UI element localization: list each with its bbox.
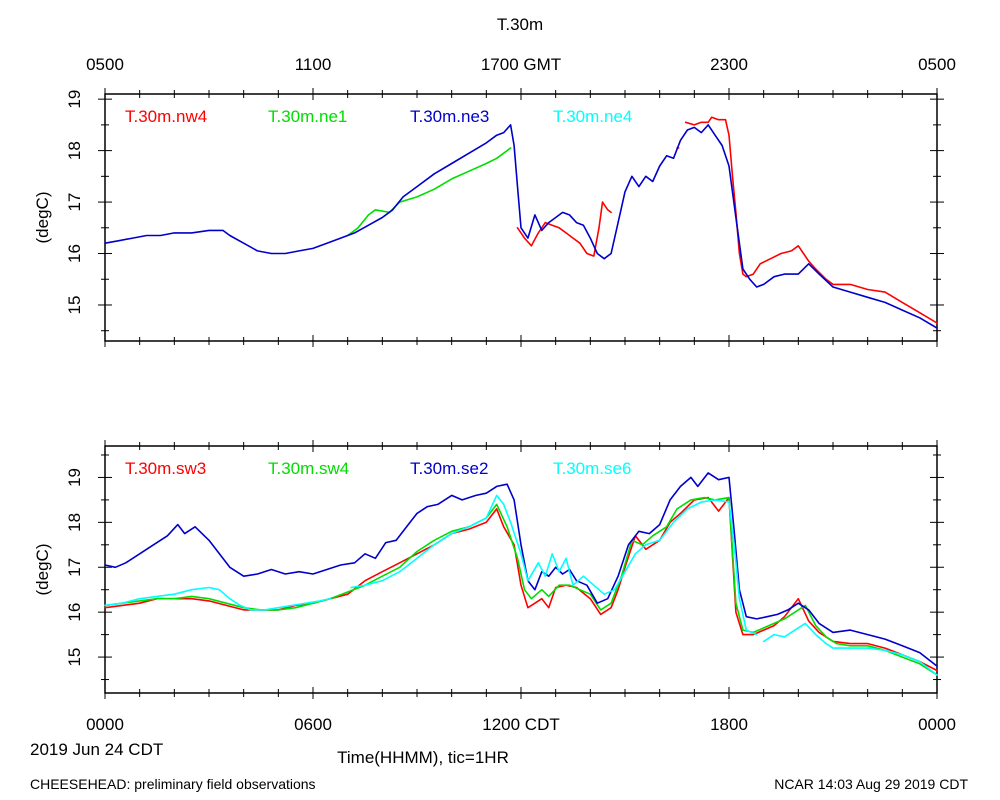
plot-frame <box>104 93 938 342</box>
top-tick-label: 1700 GMT <box>481 55 561 74</box>
y-tick-label: 18 <box>65 513 84 532</box>
legend-entry: T.30m.se2 <box>410 459 488 478</box>
footer-right: NCAR 14:03 Aug 29 2019 CDT <box>774 776 968 792</box>
series-line-T.30m.ne3 <box>104 124 938 329</box>
legend-entry: T.30m.nw4 <box>125 107 207 126</box>
legend-entry: T.30m.ne1 <box>268 107 347 126</box>
plot-frame <box>104 445 938 694</box>
y-axis-label: (degC) <box>33 544 52 596</box>
bottom-tick-label: 0600 <box>294 715 332 734</box>
date-label: 2019 Jun 24 CDT <box>30 740 163 759</box>
y-tick-label: 19 <box>65 90 84 109</box>
top-tick-label: 0500 <box>918 55 956 74</box>
series-line-T.30m.se6 <box>762 622 938 676</box>
y-tick-label: 17 <box>65 193 84 212</box>
bottom-tick-label: 0000 <box>918 715 956 734</box>
series-line-T.30m.se6 <box>350 494 758 636</box>
footer-left: CHEESEHEAD: preliminary field observatio… <box>30 776 316 792</box>
series-line-T.30m.ne1 <box>346 147 512 237</box>
y-tick-label: 15 <box>65 296 84 315</box>
legend-entry: T.30m.sw4 <box>268 459 349 478</box>
panel-bottom: 15 16 17 18 19 (degC) T.30m.sw3 T.30m.sw4 T.30m.… <box>33 440 944 699</box>
top-tick-label: 0500 <box>86 55 124 74</box>
top-tick-label: 2300 <box>710 55 748 74</box>
series-line-T.30m.se6 <box>104 586 332 611</box>
series-line-T.30m.nw4 <box>684 116 938 324</box>
series-line-T.30m.sw4 <box>104 496 938 676</box>
y-tick-label: 16 <box>65 603 84 622</box>
legend-entry: T.30m.se6 <box>553 459 631 478</box>
bottom-tick-label: 1200 CDT <box>482 715 559 734</box>
y-tick-label: 15 <box>65 648 84 667</box>
y-tick-label: 17 <box>65 558 84 577</box>
y-tick-label: 19 <box>65 468 84 487</box>
legend-entry: T.30m.sw3 <box>125 459 206 478</box>
series-line-T.30m.sw3 <box>104 496 938 672</box>
x-axis-label: Time(HHMM), tic=1HR <box>337 748 509 767</box>
bottom-tick-label: 0000 <box>86 715 124 734</box>
y-tick-label: 16 <box>65 244 84 263</box>
series-line-T.30m.se2 <box>104 472 938 667</box>
legend-entry: T.30m.ne3 <box>410 107 489 126</box>
bottom-tick-label: 1800 <box>710 715 748 734</box>
series-line-T.30m.nw4 <box>516 201 612 257</box>
legend-entry: T.30m.ne4 <box>553 107 632 126</box>
top-axis-labels: 0500 1100 1700 GMT 2300 0500 <box>86 55 956 74</box>
bottom-axis-labels: 0000 0600 1200 CDT 1800 0000 <box>86 715 956 734</box>
panel-top: 15 16 17 18 19 (degC) T.30m.nw4 T.30m.ne1 T.30m.… <box>33 88 944 347</box>
chart-title: T.30m <box>497 15 543 34</box>
y-axis-label: (degC) <box>33 192 52 244</box>
y-tick-label: 18 <box>65 141 84 160</box>
top-tick-label: 1100 <box>295 55 332 74</box>
